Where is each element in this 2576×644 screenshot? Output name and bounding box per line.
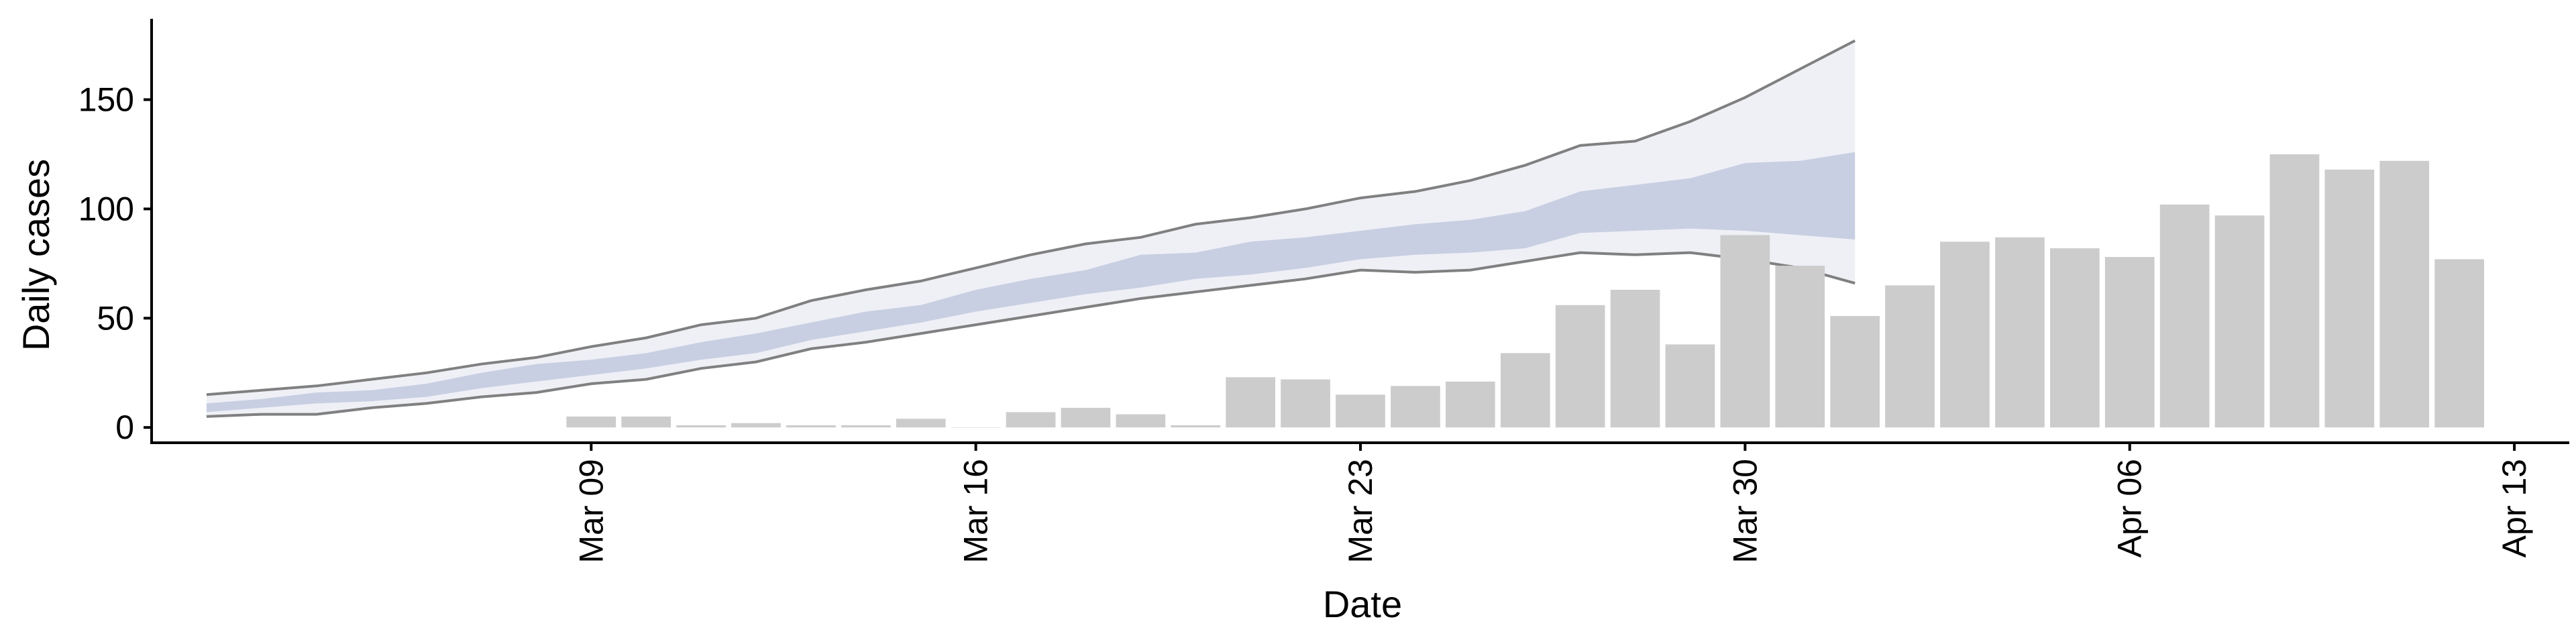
y-tick-label-100: 100	[78, 190, 134, 227]
y-axis-title: Daily cases	[15, 159, 57, 351]
y-tick-label-50: 50	[97, 299, 134, 337]
case-bar-2020-03-09	[566, 416, 616, 428]
case-bar-2020-04-02	[1885, 285, 1935, 428]
case-bar-2020-03-25	[1446, 381, 1495, 428]
case-bar-2020-03-17	[1006, 412, 1056, 428]
case-bar-2020-04-11	[2379, 160, 2430, 428]
case-bar-2020-04-03	[1940, 241, 1990, 428]
case-bar-2020-04-04	[1995, 237, 2045, 428]
x-tick-label-2020-04-06: Apr 06	[2111, 459, 2149, 557]
forecast-lower-line	[206, 251, 1856, 418]
x-axis-title: Date	[1323, 583, 1402, 625]
case-bar-2020-03-28	[1610, 290, 1660, 428]
case-bar-2020-03-21	[1226, 377, 1275, 428]
forecast-upper-line	[206, 39, 1856, 396]
case-bar-2020-03-12	[731, 423, 781, 428]
case-bar-2020-03-11	[676, 425, 726, 428]
case-bar-2020-04-10	[2324, 169, 2375, 428]
case-bar-2020-04-05	[2050, 248, 2100, 428]
case-bar-2020-03-15	[896, 419, 946, 428]
case-bar-2020-04-06	[2104, 257, 2155, 428]
case-bar-2020-03-16	[951, 427, 1001, 428]
case-bar-2020-03-31	[1775, 266, 1825, 428]
ticks-layer: 0 50 100 150 Mar 09 Mar 16 Mar 23 Mar 30 Apr 06 A…	[78, 81, 2534, 564]
x-tick-label-2020-03-23: Mar 23	[1342, 459, 1379, 564]
case-bar-2020-03-19	[1116, 414, 1166, 428]
case-bar-2020-03-10	[621, 416, 671, 428]
bars-layer	[566, 154, 2484, 428]
y-tick-label-0: 0	[115, 409, 134, 446]
x-tick-label-2020-04-13: Apr 13	[2496, 459, 2533, 557]
case-bar-2020-03-29	[1665, 344, 1715, 428]
case-bar-2020-03-23	[1336, 394, 1385, 428]
case-bar-2020-03-14	[841, 425, 891, 428]
forecast-layer	[206, 39, 1856, 418]
x-tick-label-2020-03-16: Mar 16	[957, 459, 995, 564]
case-bar-2020-03-18	[1061, 407, 1111, 428]
case-bar-2020-03-26	[1500, 353, 1550, 428]
case-bar-2020-04-08	[2214, 215, 2265, 428]
case-bar-2020-03-22	[1281, 379, 1330, 428]
case-bar-2020-04-07	[2159, 204, 2210, 428]
x-tick-label-2020-03-09: Mar 09	[572, 459, 610, 564]
case-bar-2020-04-01	[1830, 316, 1880, 428]
case-bar-2020-03-24	[1391, 386, 1440, 428]
forecast-inner-band	[206, 152, 1856, 413]
case-bar-2020-04-09	[2269, 154, 2320, 428]
case-bar-2020-03-20	[1171, 425, 1221, 428]
x-tick-label-2020-03-30: Mar 30	[1726, 459, 1764, 564]
case-bar-2020-03-27	[1555, 305, 1605, 428]
case-bar-2020-04-12	[2434, 259, 2484, 428]
case-bar-2020-03-13	[786, 425, 836, 428]
y-tick-label-150: 150	[78, 81, 134, 119]
case-bar-2020-03-30	[1720, 235, 1770, 428]
